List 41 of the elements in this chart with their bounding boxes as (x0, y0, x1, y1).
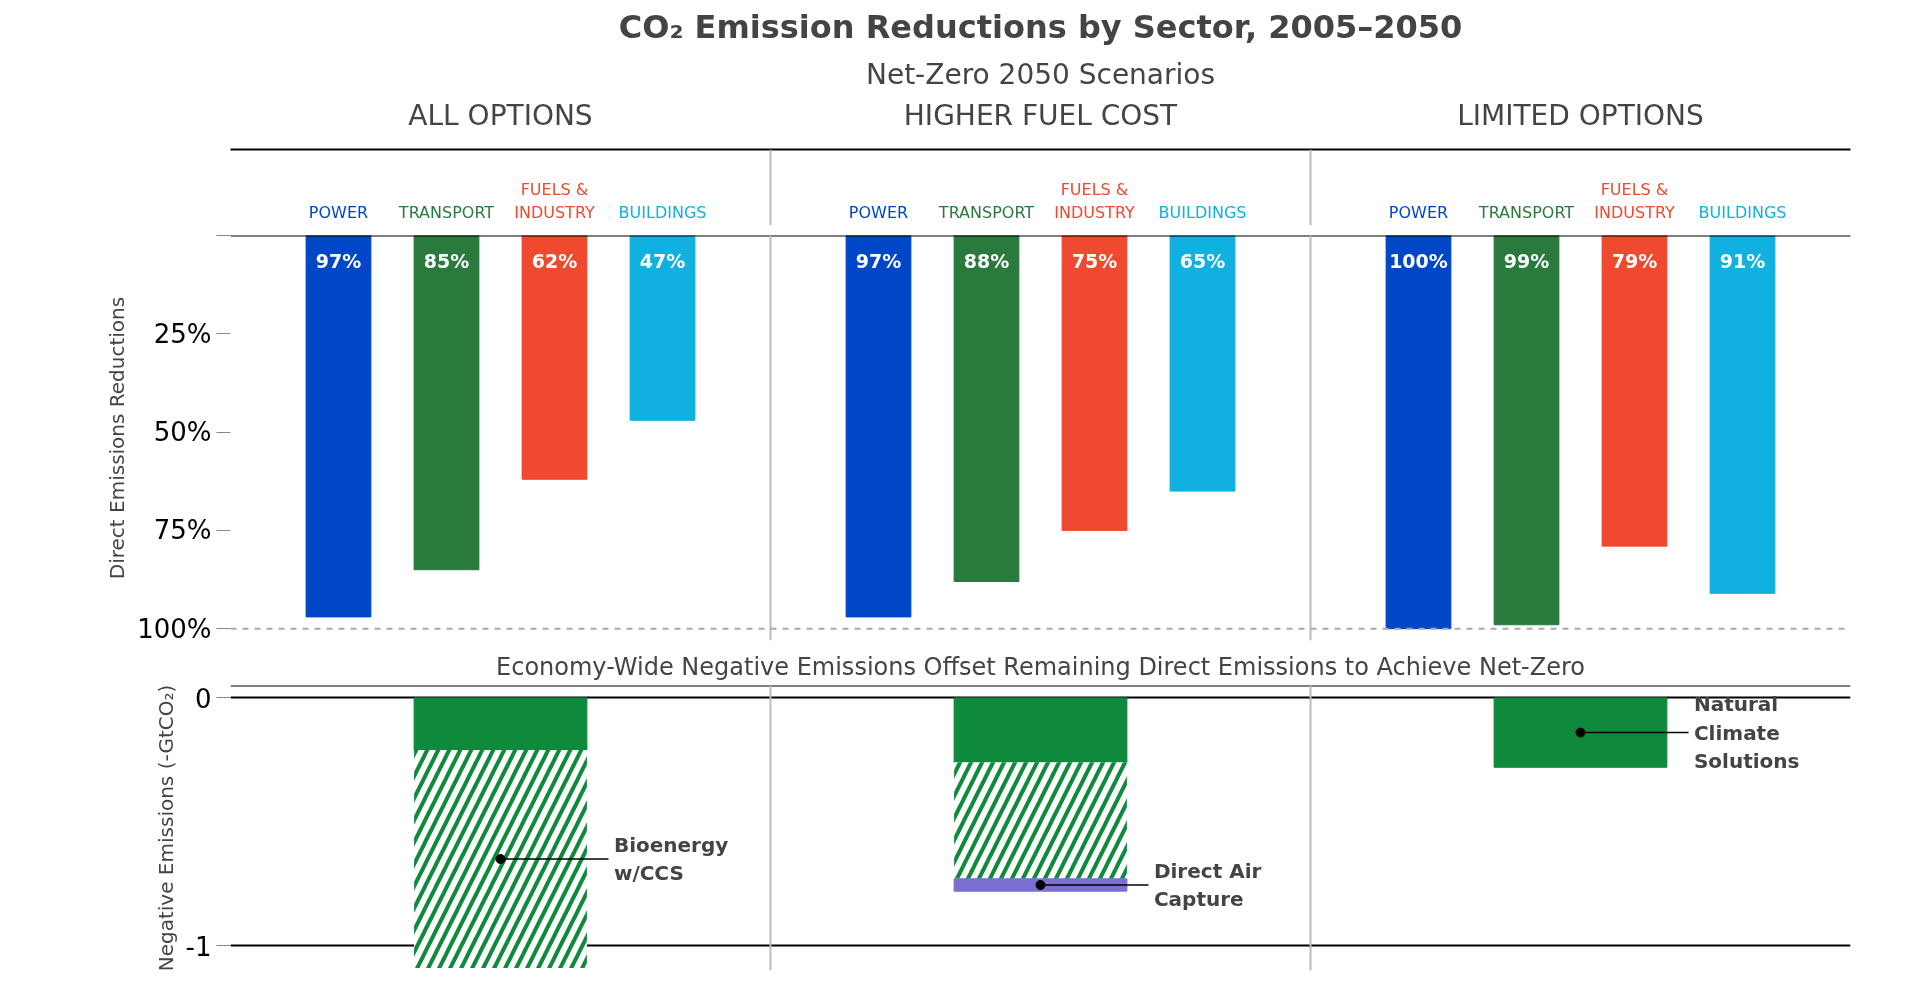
data-label: 85% (423, 249, 470, 272)
x-tick-label: ALL OPTIONS (408, 98, 593, 132)
text: TRANSPORT (1478, 202, 1575, 222)
text: POWER (1388, 202, 1449, 222)
chart-title: Economy-Wide Negative Emissions Offset Remaining Direct Emissions to Achieve Net-Zero (496, 652, 1585, 681)
data-label: 47% (639, 249, 686, 272)
y-tick-label: 50% (153, 417, 212, 448)
y-axis-title: Negative Emissions (-GtCO₂) (153, 684, 178, 972)
text: POWER (848, 202, 909, 222)
y-tick-label: 100% (137, 613, 212, 644)
data-label: 97% (855, 249, 902, 272)
text: TRANSPORT (938, 202, 1035, 222)
text: FUELS & INDUSTRY (1594, 179, 1675, 222)
data-label: 91% (1719, 249, 1766, 272)
data-label: 75% (1071, 249, 1118, 272)
series-label: Direct Air Capture (1153, 858, 1262, 912)
x-tick-label: LIMITED OPTIONS (1457, 98, 1704, 132)
series-label: BUILDINGS (1158, 202, 1247, 222)
x-tick-label: HIGHER FUEL COST (903, 98, 1179, 132)
data-label: 65% (1179, 249, 1226, 272)
y-tick-label: -1 (185, 931, 212, 962)
series-label: TRANSPORT (397, 202, 495, 222)
data-label: 79% (1611, 249, 1658, 272)
chart-subtitle: Net-Zero 2050 Scenarios (865, 57, 1216, 91)
data-label: 100% (1389, 249, 1448, 272)
y-tick-label: 0 (194, 683, 212, 714)
text: FUELS & INDUSTRY (514, 179, 595, 222)
data-label: 97% (315, 249, 362, 272)
series-label: Bioenergy w/CCS (613, 832, 729, 886)
y-tick-label: 75% (153, 515, 212, 546)
chart-title: CO₂ Emission Reductions by Sector, 2005–2050 (618, 7, 1463, 46)
y-axis-title: Direct Emissions Reductions (105, 296, 130, 580)
y-tick-label: 25% (153, 318, 212, 349)
series-label: Natural Climate Solutions (1693, 691, 1800, 774)
data-label: 88% (963, 249, 1010, 272)
text: BUILDINGS (1698, 202, 1787, 222)
data-label: 62% (531, 249, 578, 272)
series-label: FUELS & INDUSTRY (1054, 179, 1135, 222)
data-label: 99% (1503, 249, 1550, 272)
series-label: POWER (308, 202, 369, 222)
text: BUILDINGS (618, 202, 707, 222)
